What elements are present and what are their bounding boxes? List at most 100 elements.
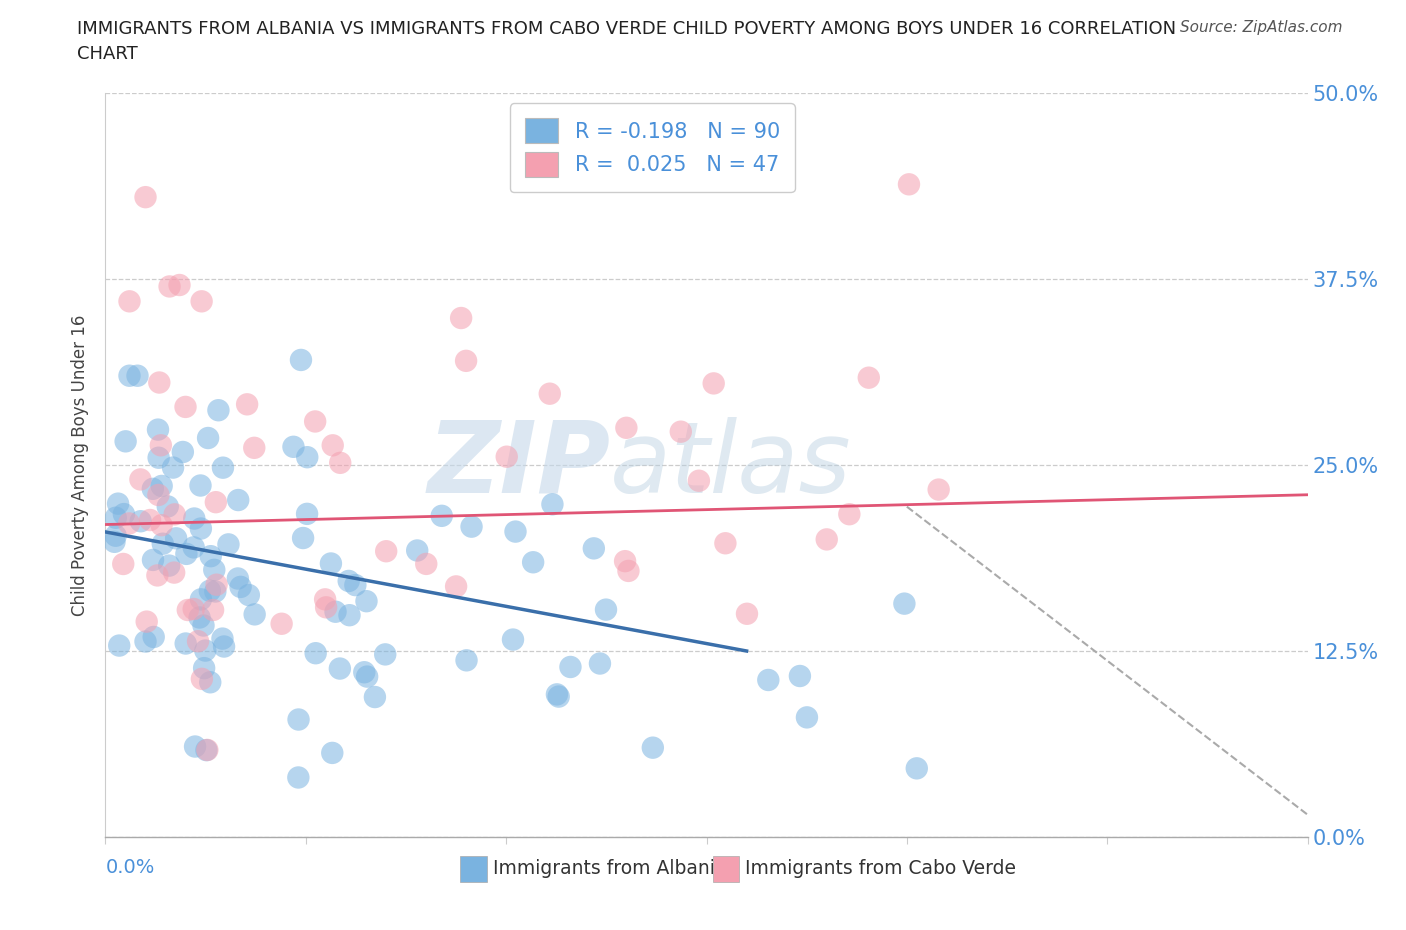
Point (174, 400, 197, 415)
Point (292, 531, 315, 546)
Point (156, 499, 179, 514)
Point (108, 638, 131, 653)
Point (165, 531, 187, 546)
Point (356, 670, 378, 684)
Text: ZIP: ZIP (427, 417, 610, 513)
Point (616, 420, 638, 435)
Point (198, 583, 221, 598)
Point (190, 521, 212, 536)
Point (595, 603, 617, 618)
Point (295, 507, 318, 522)
Point (134, 634, 156, 649)
Point (176, 547, 198, 562)
Point (444, 579, 467, 594)
Point (148, 375, 170, 390)
Point (669, 424, 692, 439)
Point (858, 370, 880, 385)
Point (270, 617, 292, 631)
Point (928, 482, 950, 497)
Point (103, 535, 125, 550)
Point (169, 277, 191, 292)
Point (212, 460, 235, 475)
Text: Immigrants from Albania: Immigrants from Albania (492, 859, 725, 879)
Point (150, 479, 173, 494)
Point (283, 439, 305, 454)
Point (495, 449, 517, 464)
Point (183, 540, 205, 555)
Point (305, 645, 328, 660)
Point (304, 414, 326, 429)
Point (118, 294, 141, 309)
Point (207, 403, 229, 418)
Point (193, 618, 215, 633)
Point (226, 571, 249, 586)
Point (204, 584, 226, 599)
Point (205, 578, 228, 592)
Point (456, 353, 478, 368)
Point (353, 665, 375, 680)
Point (142, 482, 165, 497)
Point (226, 493, 249, 508)
Point (502, 632, 524, 647)
Point (287, 712, 309, 727)
Text: CHART: CHART (77, 45, 138, 62)
Point (898, 177, 921, 192)
Point (195, 743, 218, 758)
Point (315, 600, 337, 615)
Point (163, 507, 186, 522)
Point (229, 579, 252, 594)
Point (415, 556, 437, 571)
Point (202, 603, 225, 618)
Point (735, 606, 758, 621)
Point (184, 739, 207, 754)
Point (893, 596, 915, 611)
Point (329, 661, 352, 676)
Point (129, 513, 152, 528)
Point (337, 574, 360, 589)
Point (183, 602, 205, 617)
Point (243, 441, 266, 456)
Point (505, 525, 527, 539)
Point (118, 368, 141, 383)
Point (191, 671, 214, 686)
Point (188, 610, 211, 625)
Point (374, 647, 396, 662)
Bar (460, 856, 486, 882)
Point (815, 532, 838, 547)
Point (212, 639, 235, 654)
Point (190, 591, 212, 606)
Point (193, 660, 215, 675)
Point (450, 311, 472, 325)
Point (325, 604, 347, 619)
Point (356, 593, 378, 608)
Point (789, 669, 811, 684)
Point (238, 588, 260, 603)
Point (321, 746, 343, 761)
Point (162, 460, 184, 475)
Point (641, 740, 664, 755)
Point (148, 487, 170, 502)
Point (146, 568, 169, 583)
Point (177, 603, 200, 618)
Point (290, 352, 312, 367)
Point (149, 438, 172, 453)
Point (129, 472, 152, 487)
Point (329, 456, 352, 471)
Point (194, 644, 217, 658)
Point (617, 564, 640, 578)
Point (174, 636, 197, 651)
Point (547, 689, 569, 704)
Bar (713, 856, 740, 882)
Point (190, 294, 212, 309)
Text: 0.0%: 0.0% (105, 857, 155, 877)
Point (114, 434, 136, 449)
Text: Immigrants from Cabo Verde: Immigrants from Cabo Verde (745, 859, 1017, 879)
Text: Source: ZipAtlas.com: Source: ZipAtlas.com (1180, 20, 1343, 35)
Point (190, 478, 212, 493)
Point (118, 516, 141, 531)
Point (375, 544, 398, 559)
Point (202, 563, 225, 578)
Point (112, 556, 135, 571)
Point (905, 761, 928, 776)
Point (104, 528, 127, 543)
